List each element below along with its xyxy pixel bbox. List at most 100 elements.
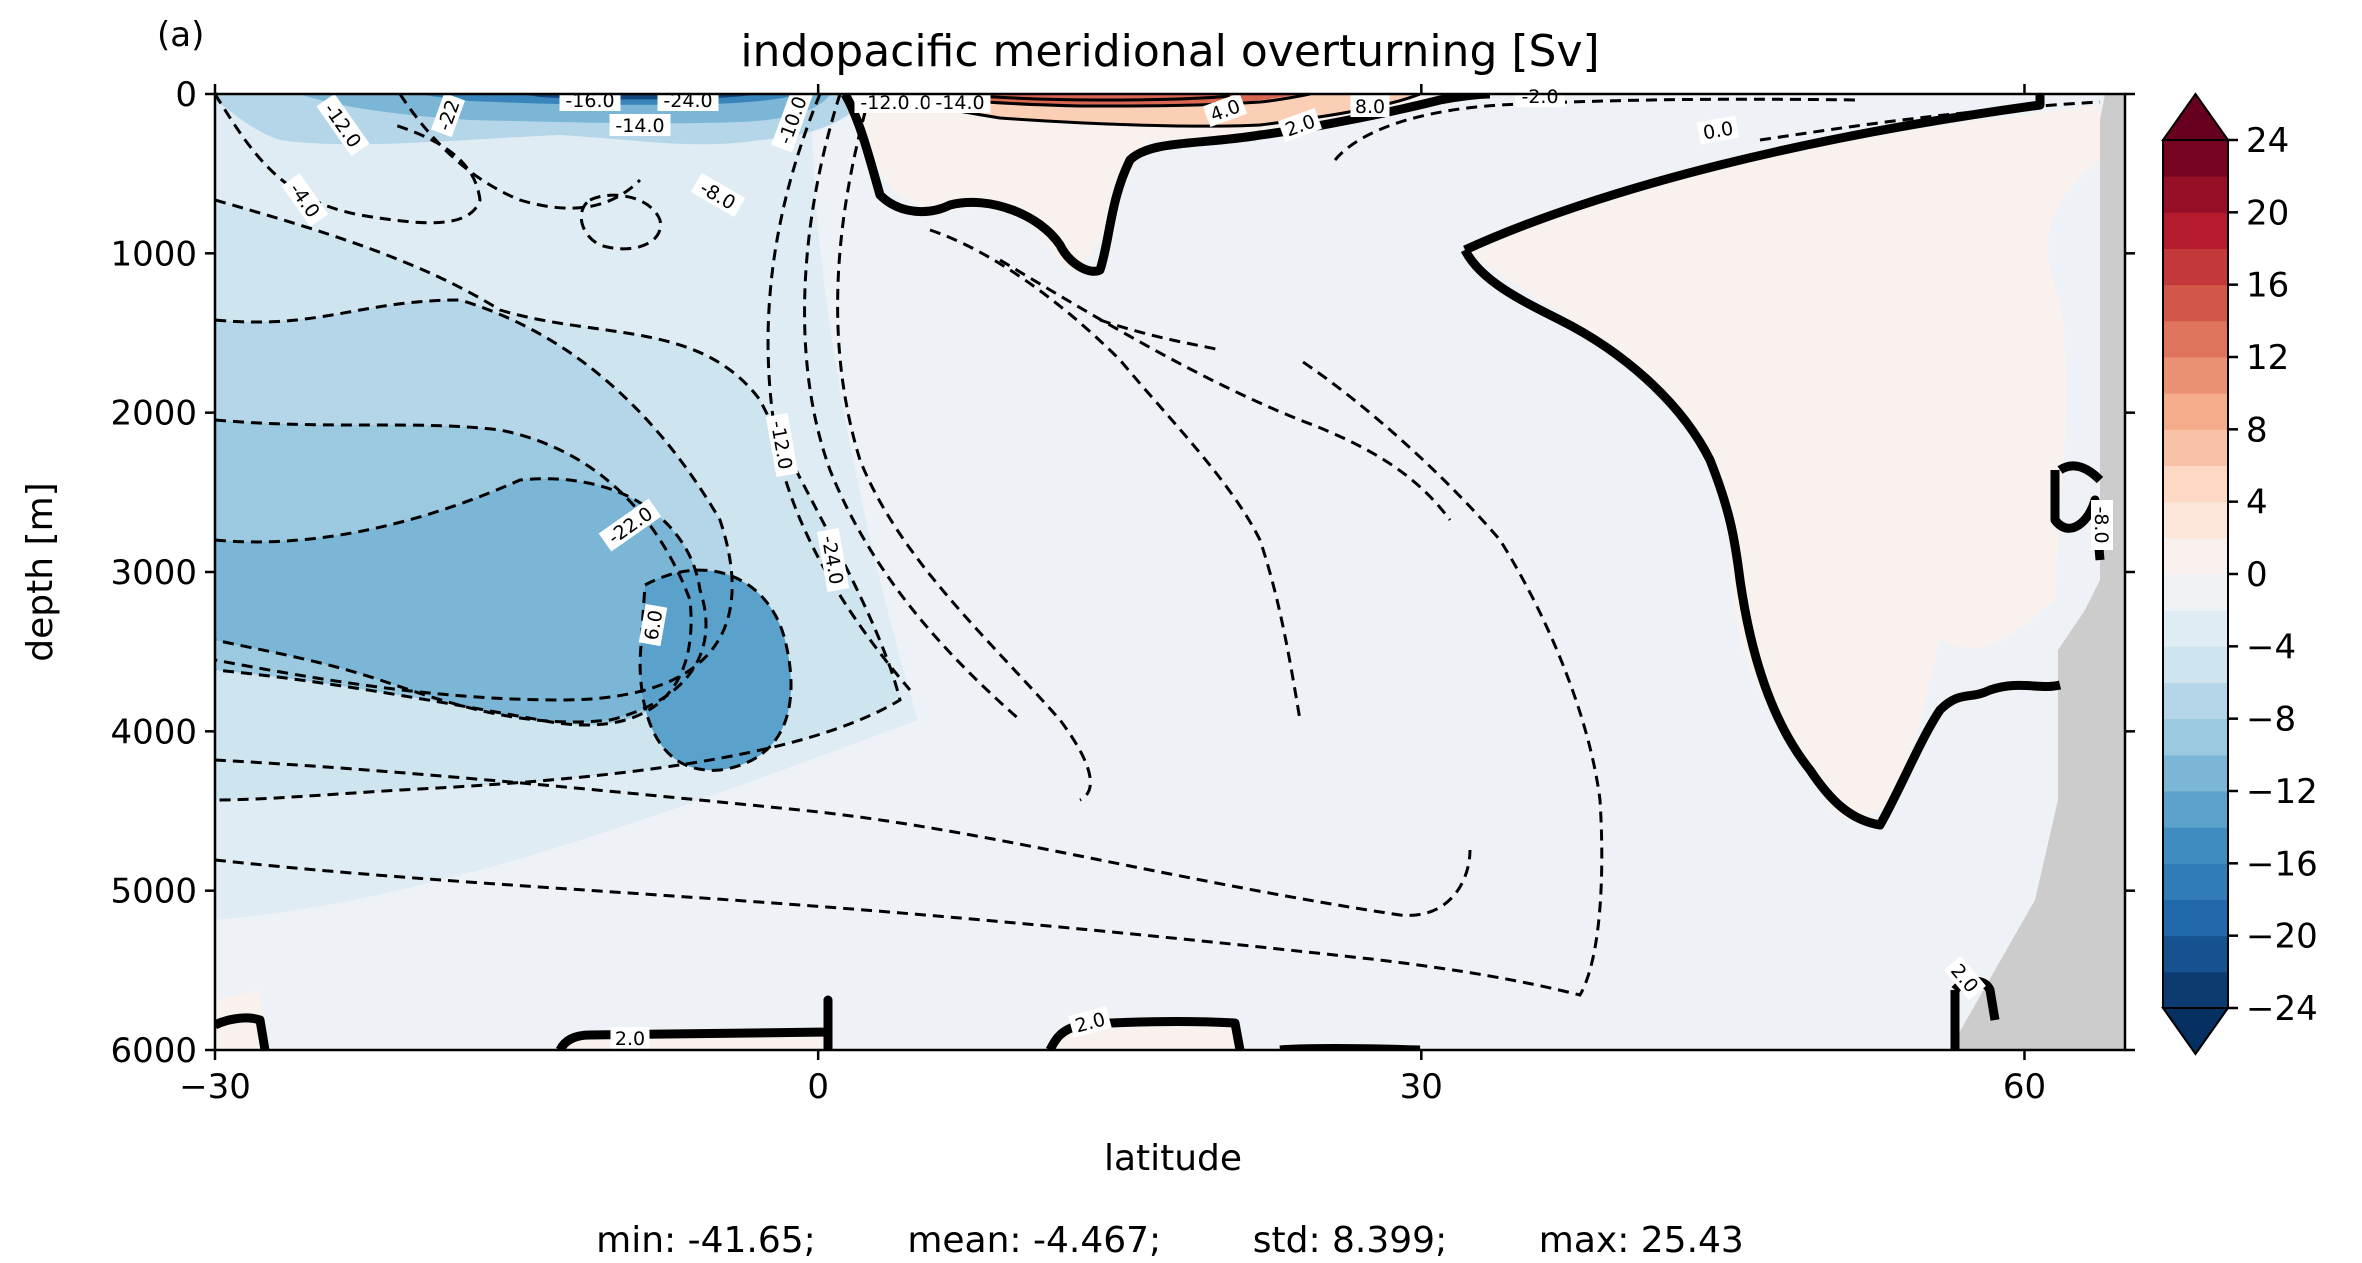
- contour-label-text: -12.0: [860, 92, 909, 114]
- colorbar-tick-label: −16: [2246, 844, 2318, 884]
- colorbar-segment: [2163, 863, 2228, 900]
- negative-contour-line: [398, 94, 642, 210]
- colorbar-segment: [2163, 212, 2228, 249]
- zero-contour-line: [215, 1013, 270, 1050]
- y-tick-label: 4000: [110, 712, 197, 752]
- colorbar-segment: [2163, 899, 2228, 937]
- contour-band-fill: [845, 94, 1500, 270]
- colorbar-segment: [2163, 610, 2228, 647]
- contour-band-fill: [640, 570, 792, 771]
- negative-contour-line: [803, 94, 1021, 722]
- negative-contour-line: [1759, 100, 2101, 142]
- contour-label: -14.0: [609, 114, 671, 137]
- colorbar-segment: [2163, 791, 2228, 828]
- contour-label: -2.0: [1515, 85, 1565, 108]
- colorbar-tick-label: −24: [2246, 989, 2318, 1029]
- y-tick-label: 5000: [110, 872, 197, 912]
- positive-contour-line: [949, 94, 1231, 102]
- x-tick-label: 30: [1400, 1067, 1443, 1107]
- negative-contour-line: [1099, 318, 1221, 352]
- y-tick-label: 2000: [110, 394, 197, 434]
- x-tick-label: −30: [179, 1067, 251, 1107]
- colorbar-segment: [2163, 971, 2228, 1009]
- negative-contour-line: [638, 568, 793, 772]
- contour-label: -24.0: [816, 528, 850, 592]
- x-axis: −30 0 30 60: [179, 84, 2046, 1107]
- contour-label-text: 0.0: [1701, 118, 1735, 145]
- colorbar-segment: [2163, 248, 2228, 286]
- colorbar-tick-label: −8: [2246, 700, 2296, 740]
- zero-contour-line: [1463, 94, 2045, 255]
- colorbar-segment: [2163, 646, 2228, 683]
- contour-label: 0.0: [1696, 115, 1740, 145]
- contour-label-text: -16.0: [565, 90, 614, 112]
- y-tick-label: 1000: [110, 234, 197, 274]
- panel-label: (a): [157, 15, 204, 55]
- contour-label: -16.0: [559, 89, 621, 112]
- land-mask: [1955, 94, 2125, 1050]
- contour-label-text: 6.0: [641, 608, 668, 642]
- colorbar-segment: [2163, 935, 2228, 973]
- colorbar-segment: [2163, 140, 2228, 177]
- zero-contour-line: [2057, 461, 2104, 484]
- contour-band-fill: [215, 478, 706, 722]
- colorbar-tick-label: 24: [2246, 121, 2289, 161]
- contour-label-text: 2.0: [615, 1028, 645, 1050]
- contour-label-text: -8.0: [2090, 506, 2112, 543]
- colorbar-segment: [2163, 537, 2228, 575]
- colorbar-tick-label: 4: [2246, 483, 2268, 523]
- x-tick-label: 0: [807, 1067, 829, 1107]
- zero-contour-line: [1460, 247, 2062, 830]
- zero-contour-line: [841, 94, 1491, 276]
- contour-fills: [215, 94, 2100, 1050]
- colorbar-segment: [2163, 574, 2228, 611]
- contour-label: -12.0: [854, 91, 916, 114]
- colorbar-segment: [2163, 827, 2228, 864]
- colorbar: −24 −20 −16 −12 −8 −4 0 4 8 12 16 20 24: [2161, 92, 2318, 1056]
- colorbar-tick-label: −12: [2246, 772, 2318, 812]
- x-axis-label: latitude: [1104, 1138, 1242, 1179]
- contour-label-text: 8.0: [1355, 96, 1385, 118]
- colorbar-segment: [2163, 429, 2228, 466]
- colorbar-tick-label: 20: [2246, 193, 2289, 233]
- colorbar-extend-max: [2161, 92, 2230, 141]
- contour-label-text: -14.0: [935, 92, 984, 114]
- negative-contour-line: [215, 198, 902, 802]
- colorbar-tick-label: 0: [2246, 555, 2268, 595]
- x-tick-label: 60: [2003, 1067, 2046, 1107]
- colorbar-segment: [2163, 465, 2228, 503]
- chart-title: indopacific meridional overturning [Sv]: [740, 26, 1599, 77]
- colorbar-tick-label: 12: [2246, 338, 2289, 378]
- colorbar-segment: [2163, 176, 2228, 213]
- colorbar-tick-label: 8: [2246, 410, 2268, 450]
- contour-label: 6.0: [638, 603, 668, 647]
- negative-contour-line: [215, 358, 1604, 997]
- colorbar-segment: [2163, 501, 2228, 539]
- colorbar-segment: [2163, 718, 2228, 756]
- colorbar-segment: [2163, 754, 2228, 792]
- negative-contour-lines: [215, 94, 2101, 997]
- contour-label: 8.0: [1350, 95, 1390, 118]
- y-tick-label: 3000: [110, 553, 197, 593]
- y-tick-label: 6000: [110, 1031, 197, 1071]
- negative-contour-line: [215, 758, 1472, 917]
- stats-line: min: -41.65; mean: -4.467; std: 8.399; m…: [596, 1220, 1744, 1261]
- colorbar-segment: [2163, 357, 2228, 394]
- colorbar-segment: [2163, 393, 2228, 430]
- y-tick-label: 0: [175, 75, 197, 115]
- y-axis-label: depth [m]: [20, 482, 61, 661]
- negative-contour-line: [929, 228, 1302, 721]
- contour-label: -14.0: [929, 91, 991, 114]
- contour-label: -8.0: [2090, 500, 2113, 550]
- negative-contour-line: [215, 94, 482, 225]
- contour-label: -24.0: [657, 89, 719, 112]
- colorbar-segment: [2163, 320, 2228, 358]
- negative-contour-line: [215, 477, 708, 724]
- colorbar-tick-label: −4: [2246, 627, 2296, 667]
- negative-contour-line: [579, 193, 662, 251]
- negative-contour-line: [215, 298, 734, 702]
- y-axis: 0 1000 2000 3000 4000 5000 6000: [110, 75, 2135, 1071]
- contour-label-text: -24.0: [663, 90, 712, 112]
- contour-label-text: -14.0: [615, 115, 664, 137]
